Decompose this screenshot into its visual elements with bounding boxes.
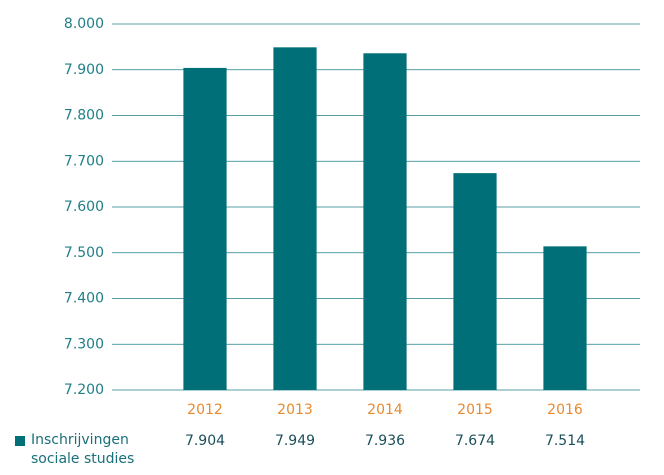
bar xyxy=(543,246,587,390)
y-tick-label: 7.600 xyxy=(64,199,104,215)
bar xyxy=(273,47,317,391)
y-tick-label: 7.800 xyxy=(64,108,104,124)
x-tick-label: 2012 xyxy=(187,402,223,418)
y-tick-label: 7.700 xyxy=(64,153,104,169)
y-tick-label: 7.400 xyxy=(64,291,104,307)
y-tick-label: 8.000 xyxy=(64,16,104,32)
legend-label: Inschrijvingen sociale studies xyxy=(31,432,135,467)
y-tick-label: 7.200 xyxy=(64,382,104,398)
y-tick-label: 7.900 xyxy=(64,62,104,78)
table-value: 7.949 xyxy=(275,433,315,449)
table-value: 7.936 xyxy=(365,433,405,449)
y-tick-label: 7.300 xyxy=(64,336,104,352)
bar xyxy=(363,53,407,390)
x-tick-label: 2015 xyxy=(457,402,493,418)
legend-swatch xyxy=(15,436,25,446)
x-tick-label: 2013 xyxy=(277,402,313,418)
bar xyxy=(453,173,497,390)
y-tick-label: 7.500 xyxy=(64,245,104,261)
table-value: 7.904 xyxy=(185,433,225,449)
table-value: 7.514 xyxy=(545,433,585,449)
x-tick-label: 2016 xyxy=(547,402,583,418)
table-value: 7.674 xyxy=(455,433,495,449)
bar xyxy=(183,67,227,391)
x-tick-label: 2014 xyxy=(367,402,403,418)
